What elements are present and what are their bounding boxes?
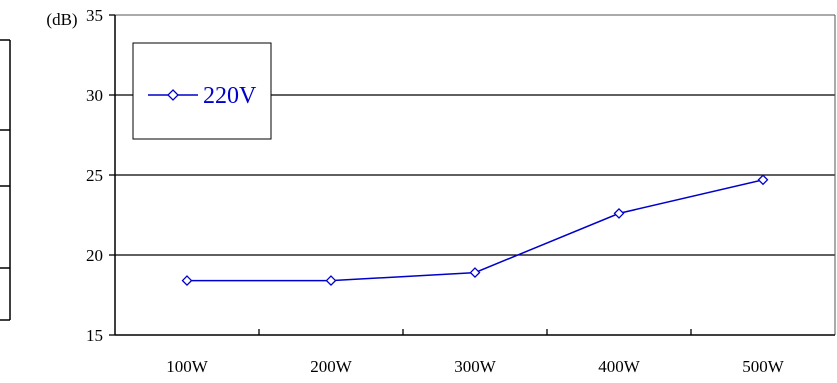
- x-tick-label: 200W: [310, 357, 353, 376]
- x-tick-label: 300W: [454, 357, 497, 376]
- y-tick-label: 20: [86, 246, 103, 265]
- axes: [109, 14, 836, 336]
- y-tick-labels: 15 20 25 30 35: [86, 6, 103, 345]
- x-tick-label: 400W: [598, 357, 641, 376]
- legend-series-label: 220V: [203, 83, 257, 109]
- legend: 220V: [132, 42, 272, 140]
- data-point-marker: [613, 207, 625, 219]
- y-tick-label: 15: [86, 326, 103, 345]
- clipped-table-fragment: [0, 39, 11, 321]
- legend-diamond-marker: [167, 89, 179, 101]
- x-tick-label: 100W: [166, 357, 209, 376]
- data-point-marker: [181, 275, 193, 287]
- y-tick-label: 25: [86, 166, 103, 185]
- legend-box: [132, 42, 272, 140]
- x-tick-label: 500W: [742, 357, 785, 376]
- y-tick-label: 35: [86, 6, 103, 25]
- x-tick-labels: 100W 200W 300W 400W 500W: [166, 357, 785, 376]
- series-layer: [181, 174, 769, 287]
- data-point-marker: [325, 275, 337, 287]
- data-point-marker: [757, 174, 769, 186]
- y-axis-unit-label: (dB): [46, 10, 77, 29]
- y-tick-label: 30: [86, 86, 103, 105]
- data-point-marker: [469, 267, 481, 279]
- series-line-0: [187, 179, 764, 282]
